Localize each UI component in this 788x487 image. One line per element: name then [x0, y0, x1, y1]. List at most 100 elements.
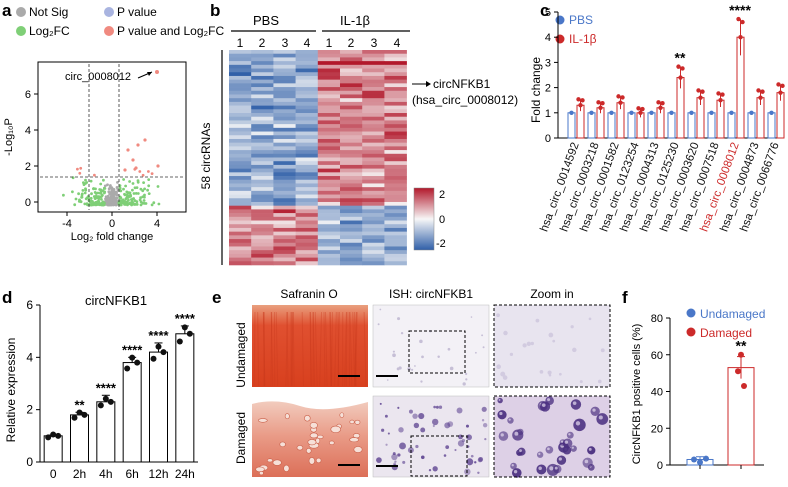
volcano-point [120, 202, 123, 205]
heatmap-cell [296, 180, 319, 184]
heatmap-cell [296, 102, 319, 106]
heatmap-cell [251, 124, 274, 128]
heatmap-cell [251, 57, 274, 61]
heatmap-cell [251, 50, 274, 54]
zoom-stained-cell [499, 431, 509, 441]
volcano-point [75, 198, 78, 201]
zoom-dot [580, 380, 583, 383]
heatmap-cell [273, 176, 296, 180]
heatmap-cell [384, 98, 407, 102]
heatmap-cell [318, 154, 341, 158]
colorbar-tick-0: 0 [439, 214, 445, 226]
volcano-point [84, 179, 87, 182]
volcano-point [100, 195, 103, 198]
tissue-cell [329, 441, 334, 445]
callout-arrow-head [426, 81, 431, 87]
heatmap-cell [340, 209, 363, 213]
heatmap-cell [251, 98, 274, 102]
chart-f-ytick-label: 80 [651, 313, 663, 325]
chart-d-sig-mark: ** [74, 397, 85, 412]
chart-c-point-il1b [600, 101, 604, 105]
volcano-point [152, 201, 155, 204]
zoom-dot [522, 343, 526, 347]
heatmap-cell [340, 195, 363, 199]
heatmap-cell [296, 83, 319, 87]
panel-c: c PBS IL-1β Fold change 012345hsa_circ_0… [529, 1, 785, 233]
chart-c-point-pbs [589, 111, 593, 115]
heatmap-cell [296, 198, 319, 202]
zoom-stained-cell [497, 398, 502, 403]
heatmap-cell [296, 250, 319, 254]
heatmap-cell [273, 120, 296, 124]
heatmap-cell [362, 98, 385, 102]
heatmap-cell [273, 165, 296, 169]
heatmap-cell [296, 239, 319, 243]
tissue-cell [353, 433, 360, 437]
heatmap-cell [340, 217, 363, 221]
ish-stained-cell [385, 415, 388, 418]
heatmap-cell [229, 221, 252, 225]
volcano-point [119, 190, 122, 193]
heatmap-cell [384, 113, 407, 117]
chart-c-point-il1b [720, 92, 724, 96]
heatmap-cell [362, 250, 385, 254]
volcano-point [92, 187, 95, 190]
tissue-cell [258, 419, 267, 423]
heatmap-cell [229, 191, 252, 195]
heatmap-cell [340, 91, 363, 95]
heatmap-cell [251, 198, 274, 202]
heatmap-cell [362, 113, 385, 117]
chart-d-sig-mark: **** [122, 342, 143, 357]
heatmap-cell [340, 172, 363, 176]
heatmap-cell [384, 117, 407, 121]
chart-d-point [82, 412, 88, 418]
y-tick-4: 4 [25, 125, 31, 137]
heatmap-cell [229, 139, 252, 143]
heatmap-cell [318, 65, 341, 69]
volcano-point [100, 198, 103, 201]
tissue-cell [280, 442, 286, 447]
heatmap-cell [296, 72, 319, 76]
heatmap-cell [318, 143, 341, 147]
heatmap-col-label: 2 [259, 36, 266, 50]
chart-c-ytick-label: 2 [545, 83, 551, 95]
zoom-dot [496, 313, 500, 317]
zoom-stained-cell [545, 396, 554, 405]
heatmap-cell [384, 172, 407, 176]
heatmap-cell [229, 113, 252, 117]
volcano-point [115, 203, 118, 206]
heatmap-cell [229, 169, 252, 173]
heatmap-cell [384, 83, 407, 87]
heatmap-cell [229, 261, 252, 265]
volcano-point [102, 203, 105, 206]
heatmap-cell [229, 91, 252, 95]
heatmap-cell [273, 113, 296, 117]
heatmap-cell [340, 61, 363, 65]
heatmap-cell [273, 132, 296, 136]
zoom-stained-cell [507, 417, 513, 423]
x-tick-4: 4 [154, 218, 160, 230]
heatmap-cell [273, 83, 296, 87]
heatmap-cell [296, 124, 319, 128]
legend-il1b: IL-1β [569, 32, 597, 46]
heatmap-cell [384, 94, 407, 98]
heatmap-cell [229, 246, 252, 250]
zoom-cell-lumen [559, 457, 562, 460]
heatmap-cell [296, 172, 319, 176]
zoom-stained-cell [557, 456, 566, 465]
ish-stained-cell [445, 445, 449, 449]
heatmap-cell [296, 228, 319, 232]
heatmap-cell [251, 120, 274, 124]
chart-c-point-il1b [718, 98, 722, 102]
heatmap-cell [340, 124, 363, 128]
heatmap-cell [362, 124, 385, 128]
heatmap-cell [273, 258, 296, 262]
heatmap-cell [362, 213, 385, 217]
volcano-point [84, 192, 87, 195]
zoom-cell-lumen [589, 448, 592, 451]
ish-dot [420, 380, 422, 382]
ish-stained-cell [397, 407, 399, 409]
heatmap-cell [318, 258, 341, 262]
heatmap-col-label: 1 [237, 36, 244, 50]
